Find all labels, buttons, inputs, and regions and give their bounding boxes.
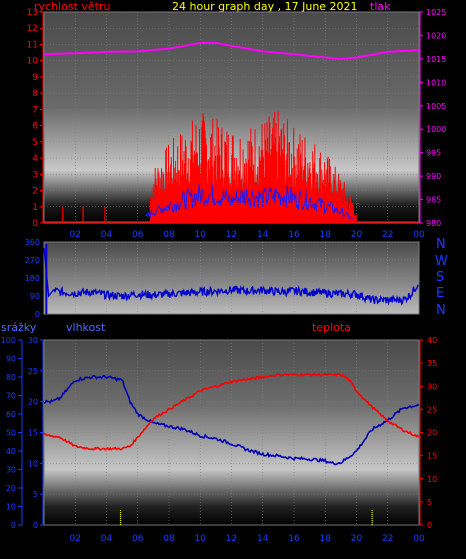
y-left-tick-label: 6 xyxy=(32,122,38,132)
y-left-tick-label: 0 xyxy=(32,219,38,229)
y-right-tick-label: 1010 xyxy=(426,78,446,87)
y-right-tick-label: 1000 xyxy=(426,125,446,134)
y-left-tick-label: 15 xyxy=(28,429,38,438)
y-right-tick-label: 10 xyxy=(427,475,437,484)
y-precip-tick-label: 0 xyxy=(11,521,16,530)
compass-label-n-bottom: N xyxy=(436,303,446,318)
wind-average-series xyxy=(145,183,353,220)
y-right-tick-label: 35 xyxy=(427,359,437,368)
x-tick-label: 20 xyxy=(351,230,363,240)
y-left-tick-label: 25 xyxy=(28,367,38,376)
y-direction-tick-label: 90 xyxy=(30,292,40,301)
x-tick-label: 18 xyxy=(320,230,332,240)
y-right-tick-label: 985 xyxy=(426,196,441,205)
y-right-tick-label: 20 xyxy=(427,429,437,438)
y-precip-tick-label: 60 xyxy=(6,410,16,419)
y-right-tick-label: 5 xyxy=(427,498,432,507)
y-right-tick-label: 990 xyxy=(426,172,441,181)
chart-title: 24 hour graph day , 17 June 2021 xyxy=(172,0,358,13)
x-tick-label: 18 xyxy=(320,534,332,544)
y-left-tick-label: 13 xyxy=(27,8,38,18)
y-precip-tick-label: 50 xyxy=(6,429,16,438)
y-left-tick-label: 0 xyxy=(33,521,38,530)
x-tick-label: 08 xyxy=(163,534,175,544)
y-right-tick-label: 15 xyxy=(427,452,437,461)
pressure-series xyxy=(43,41,420,60)
x-tick-label: 00 xyxy=(413,534,425,544)
y-left-tick-label: 12 xyxy=(27,24,38,34)
humidity-series xyxy=(43,374,420,466)
x-tick-label: 10 xyxy=(195,230,207,240)
x-tick-label: 02 xyxy=(70,534,81,544)
y-precip-tick-label: 20 xyxy=(6,484,16,493)
x-tick-label: 16 xyxy=(288,230,300,240)
wind-direction-series xyxy=(43,247,419,306)
y-left-tick-label: 4 xyxy=(32,154,38,164)
y-right-tick-label: 25 xyxy=(427,405,437,414)
temperature-series xyxy=(43,372,420,451)
pressure-title: tlak xyxy=(370,0,391,13)
x-tick-label: 06 xyxy=(132,534,144,544)
y-left-tick-label: 8 xyxy=(32,89,38,99)
y-left-tick-label: 7 xyxy=(32,105,38,115)
y-precip-tick-label: 40 xyxy=(6,447,16,456)
y-right-tick-label: 40 xyxy=(427,336,437,345)
y-direction-tick-label: 180 xyxy=(25,274,40,283)
y-right-tick-label: 1020 xyxy=(426,31,446,40)
x-tick-label: 12 xyxy=(226,230,237,240)
y-right-tick-label: 1005 xyxy=(426,102,446,111)
y-precip-tick-label: 10 xyxy=(6,503,16,512)
x-tick-label: 04 xyxy=(101,230,113,240)
y-right-tick-label: 980 xyxy=(426,219,441,228)
y-precip-tick-label: 70 xyxy=(6,392,16,401)
y-left-tick-label: 5 xyxy=(32,138,38,148)
y-direction-tick-label: 360 xyxy=(25,238,40,247)
compass-label-s: S xyxy=(436,270,444,285)
y-left-tick-label: 5 xyxy=(33,490,38,499)
x-tick-label: 08 xyxy=(163,230,175,240)
y-precip-tick-label: 100 xyxy=(1,336,16,345)
x-tick-label: 04 xyxy=(101,534,113,544)
x-tick-label: 10 xyxy=(195,534,207,544)
compass-label-e: E xyxy=(436,286,444,301)
y-left-tick-label: 11 xyxy=(27,40,38,50)
x-tick-label: 16 xyxy=(288,534,300,544)
y-precip-tick-label: 90 xyxy=(6,355,16,364)
y-left-tick-label: 1 xyxy=(32,203,38,213)
y-left-tick-label: 3 xyxy=(32,170,38,180)
y-left-tick-label: 20 xyxy=(28,398,38,407)
x-tick-label: 14 xyxy=(257,534,269,544)
y-right-tick-label: 1025 xyxy=(426,8,446,17)
x-tick-label: 02 xyxy=(70,230,81,240)
x-tick-label: 12 xyxy=(226,534,237,544)
y-right-tick-label: 0 xyxy=(427,521,432,530)
x-tick-label: 22 xyxy=(382,230,393,240)
humidity-label: vlhkost xyxy=(66,321,106,334)
y-precip-tick-label: 80 xyxy=(6,373,16,382)
y-right-tick-label: 995 xyxy=(426,149,441,158)
y-left-tick-label: 10 xyxy=(27,57,39,67)
compass-label-n-top: N xyxy=(436,237,446,252)
x-tick-label: 20 xyxy=(351,534,363,544)
y-precip-tick-label: 30 xyxy=(6,466,16,475)
y-left-tick-label: 30 xyxy=(28,336,38,345)
wind-speed-title: rychlost větru xyxy=(34,0,110,13)
y-right-tick-label: 1015 xyxy=(426,55,446,64)
x-tick-label: 22 xyxy=(382,534,393,544)
compass-label-w: W xyxy=(435,254,448,269)
x-tick-label: 06 xyxy=(132,230,144,240)
y-left-tick-label: 2 xyxy=(32,187,38,197)
y-direction-tick-label: 270 xyxy=(25,256,40,265)
y-direction-tick-label: 0 xyxy=(35,310,40,319)
y-right-tick-label: 30 xyxy=(427,382,437,391)
y-left-tick-label: 9 xyxy=(32,73,38,83)
x-tick-label: 00 xyxy=(413,230,425,240)
y-left-tick-label: 10 xyxy=(28,459,38,468)
precip-label: srážky xyxy=(1,321,37,334)
x-tick-label: 14 xyxy=(257,230,269,240)
temperature-label: teplota xyxy=(312,321,351,334)
